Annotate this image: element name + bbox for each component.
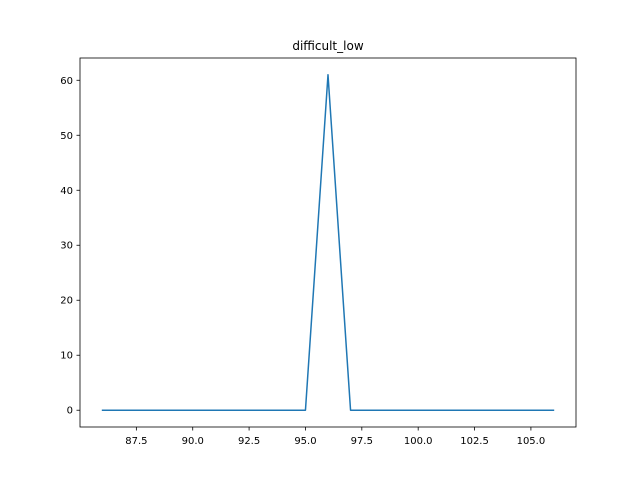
x-tick-label: 97.5 — [351, 436, 373, 447]
y-tick-label: 60 — [60, 76, 73, 87]
x-tick-label: 95.0 — [294, 436, 316, 447]
chart-title: difficult_low — [292, 39, 363, 53]
x-tick-label: 100.0 — [404, 436, 433, 447]
x-tick-label: 90.0 — [182, 436, 204, 447]
x-axis: 87.5 90.0 92.5 95.0 97.5 100.0 102.5 105.0 — [125, 427, 545, 447]
series-line-0 — [101, 74, 555, 411]
plot-frame — [79, 57, 577, 428]
x-tick-label: 87.5 — [125, 436, 147, 447]
x-tick-label: 105.0 — [517, 436, 546, 447]
y-tick-label: 10 — [60, 351, 73, 362]
x-tick-label: 92.5 — [238, 436, 260, 447]
y-tick-label: 50 — [60, 131, 73, 142]
series-layer — [101, 74, 555, 411]
x-tick-label: 102.5 — [460, 436, 489, 447]
y-axis: 0 10 20 30 40 50 60 — [60, 76, 80, 417]
y-tick-label: 30 — [60, 241, 73, 252]
y-tick-label: 0 — [67, 406, 73, 417]
y-tick-label: 40 — [60, 186, 73, 197]
y-tick-label: 20 — [60, 296, 73, 307]
